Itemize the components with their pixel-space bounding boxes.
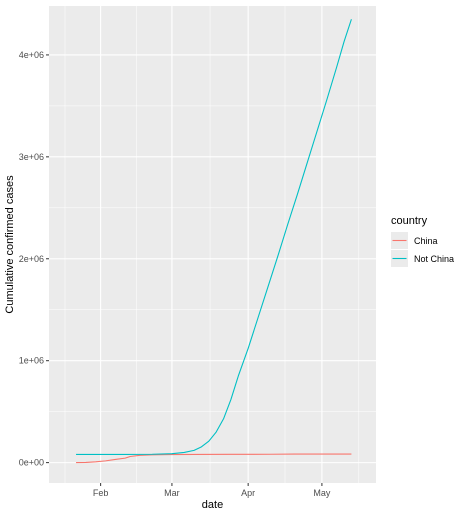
x-tick-label: May: [313, 488, 331, 498]
series-line-china: [76, 453, 352, 464]
x-tick-label: Mar: [164, 488, 180, 498]
minor-gridlines: [49, 6, 376, 483]
y-tick-label: 1e+06: [19, 356, 44, 366]
y-axis-title: Cumulative confirmed cases: [4, 175, 16, 314]
x-tick-label: Apr: [241, 488, 255, 498]
series-line-not-china: [76, 19, 352, 456]
series-layer: [76, 19, 352, 464]
major-gridlines: [49, 6, 376, 483]
y-axis: 0e+00 1e+06 2e+06 3e+06 4e+06: [19, 50, 49, 468]
y-tick-label: 4e+06: [19, 50, 44, 60]
y-tick-label: 0e+00: [19, 458, 44, 468]
legend-label: China: [414, 236, 438, 246]
x-axis: Feb Mar Apr May: [93, 483, 331, 498]
y-tick-label: 2e+06: [19, 254, 44, 264]
x-axis-title: date: [202, 499, 223, 511]
legend-label: Not China: [414, 254, 454, 264]
x-tick-label: Feb: [93, 488, 109, 498]
legend-title: country: [391, 215, 428, 227]
y-tick-label: 3e+06: [19, 152, 44, 162]
legend: country China Not China: [391, 215, 454, 267]
